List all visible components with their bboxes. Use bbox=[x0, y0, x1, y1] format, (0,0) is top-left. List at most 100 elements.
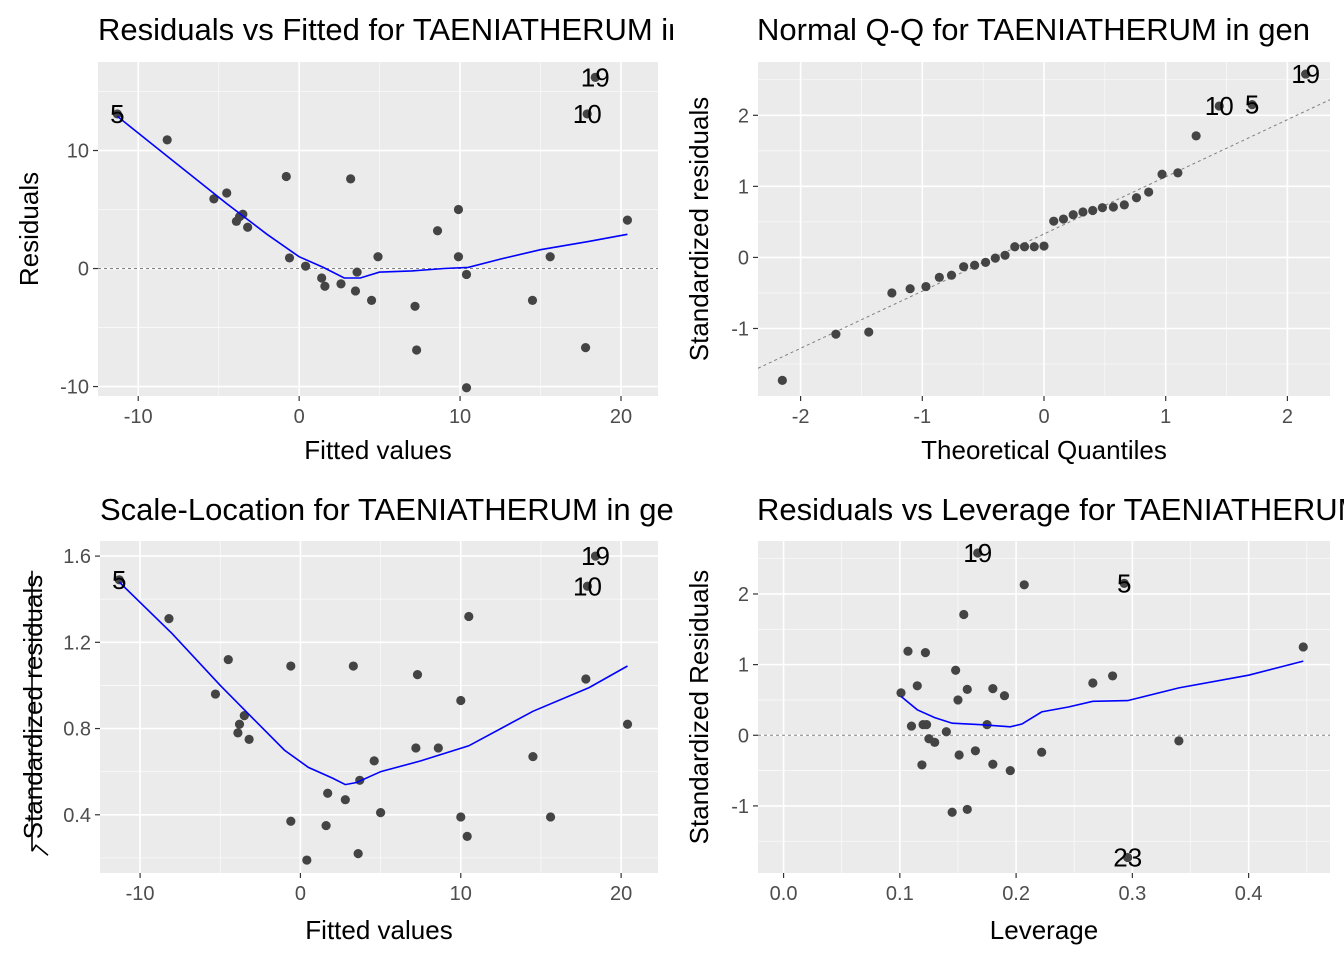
data-point bbox=[590, 72, 600, 82]
panel-title: Residuals vs Fitted for TAENIATHERUM in … bbox=[98, 12, 746, 47]
panel-title: Scale-Location for TAENIATHERUM in gen bbox=[100, 492, 691, 527]
y-tick-label: 0 bbox=[738, 725, 749, 747]
data-point bbox=[1088, 678, 1098, 688]
data-point bbox=[233, 728, 243, 738]
data-point bbox=[336, 279, 346, 289]
x-axis-label: Theoretical Quantiles bbox=[921, 435, 1167, 465]
x-tick-label: 10 bbox=[450, 883, 472, 905]
plot-area bbox=[758, 69, 1330, 385]
data-point bbox=[350, 286, 361, 296]
data-point bbox=[340, 795, 350, 805]
data-point bbox=[209, 194, 219, 204]
grid-lines bbox=[758, 62, 1330, 396]
data-point bbox=[527, 295, 538, 306]
data-point bbox=[432, 226, 443, 236]
data-point bbox=[930, 737, 940, 747]
data-point bbox=[1131, 193, 1142, 203]
x-tick-label: -10 bbox=[126, 883, 155, 905]
data-point bbox=[622, 719, 633, 729]
plot-area bbox=[98, 72, 658, 393]
panel-background bbox=[758, 541, 1330, 873]
plot-area bbox=[758, 548, 1330, 863]
data-point bbox=[222, 188, 232, 198]
point-label: 5 bbox=[1117, 568, 1131, 598]
data-point bbox=[917, 760, 927, 770]
data-point bbox=[1214, 101, 1224, 111]
data-point bbox=[999, 691, 1010, 701]
data-point bbox=[302, 855, 312, 865]
data-point bbox=[1000, 250, 1010, 260]
data-point bbox=[1049, 216, 1059, 226]
data-point bbox=[905, 284, 915, 294]
data-point bbox=[988, 759, 998, 769]
data-point bbox=[970, 260, 980, 270]
point-label: 19 bbox=[1291, 59, 1320, 89]
data-point bbox=[346, 174, 356, 184]
sqrt-radical bbox=[31, 570, 49, 856]
y-tick-label: 2 bbox=[738, 105, 749, 127]
data-point bbox=[582, 109, 592, 119]
data-point bbox=[1174, 736, 1184, 746]
y-tick-label: 0 bbox=[738, 247, 749, 269]
data-point bbox=[1191, 131, 1201, 141]
data-point bbox=[300, 261, 311, 271]
data-point bbox=[1119, 200, 1129, 210]
grid-lines bbox=[100, 541, 658, 873]
data-point bbox=[462, 831, 472, 841]
y-tick-label: -1 bbox=[731, 796, 749, 818]
data-point bbox=[1119, 578, 1129, 588]
data-point bbox=[1019, 242, 1030, 252]
data-point bbox=[348, 661, 358, 671]
data-point bbox=[243, 222, 253, 232]
x-tick-label: 10 bbox=[449, 406, 471, 428]
data-point bbox=[934, 272, 944, 282]
data-point bbox=[323, 788, 333, 798]
plot-panel-3: -10 0 10 200.40.81.21.651910Scale-Location … bbox=[18, 492, 691, 945]
data-point bbox=[412, 345, 422, 355]
data-point bbox=[1029, 242, 1039, 252]
data-point bbox=[581, 674, 591, 684]
data-point bbox=[970, 746, 981, 756]
y-tick-label: 0.8 bbox=[63, 719, 91, 741]
data-point bbox=[234, 719, 245, 729]
data-point bbox=[1107, 671, 1118, 681]
y-tick-label: 0.4 bbox=[63, 805, 91, 827]
x-tick-label: 2 bbox=[1282, 406, 1293, 428]
point-label: 10 bbox=[573, 99, 602, 129]
smooth-line bbox=[900, 660, 1304, 728]
x-tick-label: 20 bbox=[610, 883, 632, 905]
x-axis-label: Leverage bbox=[990, 915, 1098, 945]
data-point bbox=[112, 109, 122, 119]
data-point bbox=[988, 684, 998, 694]
data-point bbox=[410, 301, 420, 311]
grid-lines bbox=[758, 541, 1330, 873]
data-point bbox=[941, 727, 951, 737]
data-point bbox=[369, 756, 379, 766]
y-axis-label: Standardized residuals bbox=[18, 575, 48, 840]
smooth-line bbox=[118, 581, 628, 786]
data-point bbox=[114, 575, 124, 585]
data-point bbox=[210, 689, 221, 699]
point-label: 19 bbox=[581, 541, 610, 571]
data-point bbox=[1010, 242, 1020, 252]
data-point bbox=[582, 581, 593, 591]
data-point bbox=[1005, 765, 1015, 776]
data-point bbox=[1247, 100, 1257, 110]
data-point bbox=[244, 734, 254, 744]
y-tick-label: 1.2 bbox=[63, 632, 91, 654]
data-point bbox=[456, 695, 466, 706]
panel-title: Residuals vs Leverage for TAENIATHERUM i… bbox=[757, 492, 1344, 527]
y-tick-label: 1.6 bbox=[63, 546, 91, 568]
data-point bbox=[321, 820, 331, 831]
data-point bbox=[1157, 169, 1167, 179]
y-tick-label: 10 bbox=[67, 141, 89, 163]
data-point bbox=[777, 375, 787, 385]
x-tick-label: 0.4 bbox=[1235, 883, 1263, 905]
panel-background bbox=[98, 62, 658, 396]
panel-title: Normal Q-Q for TAENIATHERUM in gen bbox=[757, 12, 1310, 47]
data-point bbox=[921, 281, 931, 292]
data-point bbox=[1019, 580, 1029, 590]
data-point bbox=[456, 812, 466, 822]
